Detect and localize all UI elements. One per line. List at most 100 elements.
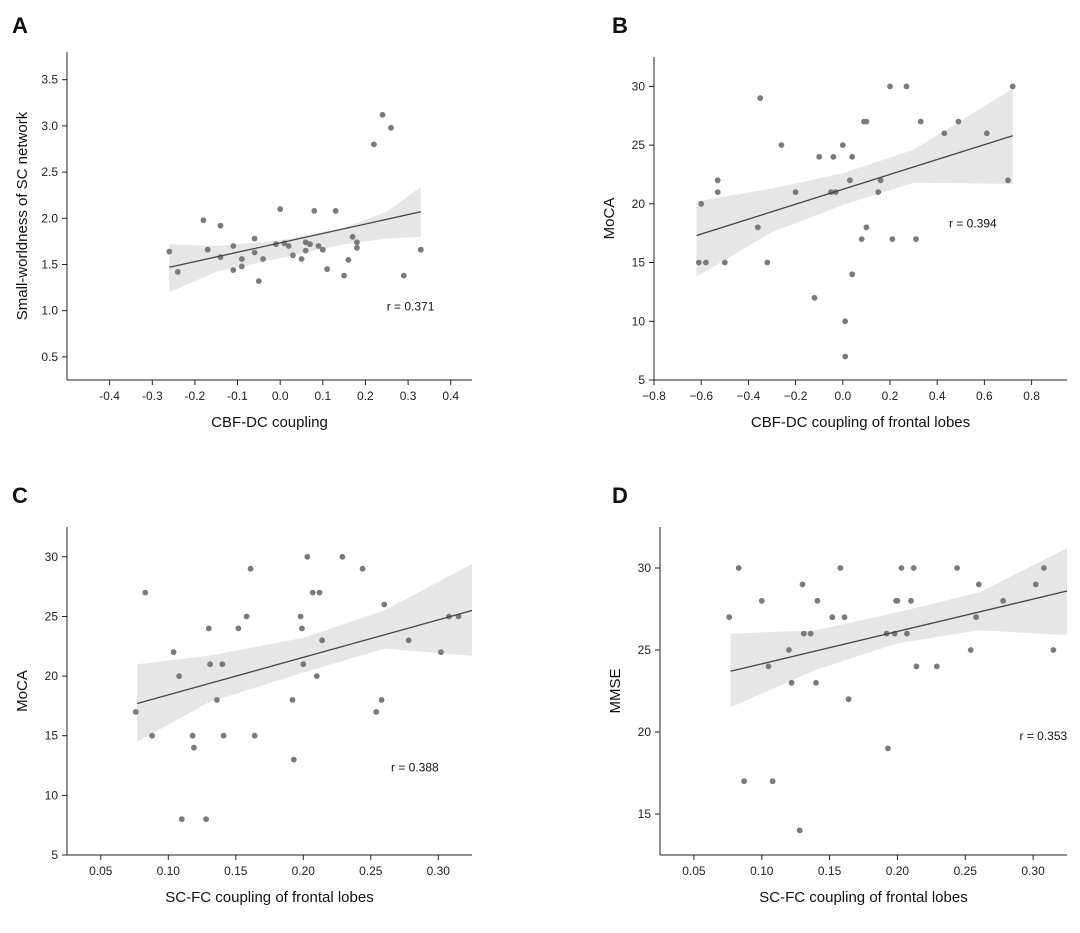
panel-c-correlation-label: r = 0.388 xyxy=(391,761,439,775)
panel-d-data-point-11 xyxy=(807,630,814,637)
panel-d-data-point-5 xyxy=(769,778,776,785)
panel-c-data-point-20 xyxy=(297,613,304,620)
panel-a-data-point-28 xyxy=(341,272,347,279)
panel-a-data-point-34 xyxy=(379,111,386,118)
panel-a-x-tick-label: 0.0 xyxy=(272,389,289,403)
panel-d-y-tick-label: 15 xyxy=(638,807,652,821)
panel-c-y-axis-label: MoCA xyxy=(14,670,31,712)
panel-a-data-point-33 xyxy=(371,141,377,148)
panel-c-data-point-32 xyxy=(381,601,388,608)
panel-a-x-tick-label: -0.3 xyxy=(142,389,163,403)
panel-c-data-point-0 xyxy=(132,709,139,715)
panel-a-data-point-36 xyxy=(400,272,407,279)
panel-d-data-point-19 xyxy=(885,745,891,752)
panel-a-data-point-0 xyxy=(166,248,173,255)
panel-c-x-tick-label: 0.25 xyxy=(359,864,383,878)
panel-a-regression-line xyxy=(169,211,421,268)
panel-a-y-tick-label: 2.5 xyxy=(41,165,58,179)
panel-a-data-point-24 xyxy=(315,243,322,249)
panel-b-data-point-24 xyxy=(863,118,870,125)
panel-b-x-tick-label: −0.2 xyxy=(784,389,808,403)
panel-c-data-point-10 xyxy=(207,661,214,668)
panel-b-confidence-band xyxy=(696,88,1013,277)
panel-b-data-point-3 xyxy=(714,177,721,184)
panel-a-data-point-25 xyxy=(319,246,326,253)
panel-d-data-point-10 xyxy=(800,630,807,637)
panel-a-data-point-21 xyxy=(302,247,309,254)
panel-d-confidence-band xyxy=(730,548,1067,708)
panel-c-y-tick-label: 25 xyxy=(45,610,59,624)
panel-b-data-point-28 xyxy=(887,83,893,90)
panel-d-y-axis-label: MMSE xyxy=(607,669,624,714)
panel-c-data-point-29 xyxy=(359,565,366,572)
panel-d-data-point-14 xyxy=(829,614,836,621)
panel-d-data-point-15 xyxy=(837,565,844,571)
panel-a-x-tick-label: 0.3 xyxy=(400,389,417,403)
panel-a-y-tick-label: 3.5 xyxy=(41,73,58,87)
panel-b-data-point-34 xyxy=(955,118,962,125)
panel-c-data-point-3 xyxy=(170,649,177,656)
panel-d: D 0.05 0.10 0.15 0.20 0.25 0.30 15 20 25 30 SC-FC … xyxy=(607,483,1068,906)
panel-b-data-point-5 xyxy=(721,259,728,266)
panel-d-data-point-28 xyxy=(933,663,940,670)
panel-c-data-point-27 xyxy=(319,637,325,644)
panel-letter-a: A xyxy=(12,13,28,38)
panel-a-x-tick-label: -0.4 xyxy=(99,389,120,403)
panel-a-data-point-29 xyxy=(345,257,352,263)
panel-c-data-point-30 xyxy=(373,709,380,715)
panel-a-data-point-12 xyxy=(255,278,262,284)
panel-a-data-point-26 xyxy=(324,266,330,272)
panel-d-correlation-label: r = 0.353 xyxy=(1020,729,1068,743)
panel-d-data-point-6 xyxy=(786,647,792,653)
panel-b-data-point-12 xyxy=(816,153,823,160)
plot-a: -0.4 -0.3 -0.2 -0.1 0.0 0.1 0.2 0.3 0.4 0.5 1.0 1.5… xyxy=(14,52,472,431)
panel-a-y-tick-label: 1.0 xyxy=(41,304,58,318)
panel-c-y-tick-label: 20 xyxy=(45,669,59,683)
panel-d-data-point-4 xyxy=(765,663,772,670)
panel-c-x-axis-label: SC-FC coupling of frontal lobes xyxy=(165,889,373,906)
panel-d-data-point-0 xyxy=(726,614,733,621)
panel-a-data-point-22 xyxy=(307,241,313,248)
panel-b-x-tick-label: 0.0 xyxy=(834,389,851,403)
panel-letter-d: D xyxy=(612,483,628,508)
panel-b-data-point-6 xyxy=(754,224,761,231)
panel-d-x-tick-label: 0.10 xyxy=(750,864,774,878)
panel-a-data-point-6 xyxy=(230,243,237,249)
panel-d-y-tick-label: 25 xyxy=(638,643,652,657)
panel-b-data-point-27 xyxy=(877,177,884,184)
panel-a-correlation-label: r = 0.371 xyxy=(387,300,435,314)
panel-a-data-point-32 xyxy=(354,239,360,246)
panel-c-data-point-8 xyxy=(203,816,210,823)
panel-letter-b: B xyxy=(612,13,628,38)
panel-d-x-tick-label: 0.30 xyxy=(1021,864,1045,878)
panel-c-x-tick-label: 0.05 xyxy=(89,864,113,878)
panel-b-y-axis-label: MoCA xyxy=(601,198,618,240)
plot-c: 0.05 0.10 0.15 0.20 0.25 0.30 5 10 15 20 25 30 SC-FC… xyxy=(14,527,473,906)
panel-b-data-point-29 xyxy=(889,236,896,243)
panel-b-y-tick-label: 5 xyxy=(638,373,645,387)
panel-d-data-point-2 xyxy=(741,778,747,785)
panel-a-x-tick-label: 0.1 xyxy=(314,389,331,403)
panel-c-data-point-23 xyxy=(304,553,311,560)
panel-c-y-tick-label: 15 xyxy=(45,729,59,743)
plot-b: −0.8 −0.6 −0.4 −0.2 0.0 0.2 0.4 0.6 0.8 5 10 15 20 25… xyxy=(601,57,1067,431)
panel-c-data-point-13 xyxy=(220,732,227,739)
panel-b-data-point-20 xyxy=(849,271,856,278)
panel-c-data-point-2 xyxy=(149,732,156,739)
panel-c-data-point-31 xyxy=(378,697,385,703)
panel-b-data-point-2 xyxy=(703,259,709,266)
panel-b-x-tick-label: −0.6 xyxy=(689,389,713,403)
panel-b-x-axis-label: CBF-DC coupling of frontal lobes xyxy=(751,414,970,431)
panel-a-x-tick-label: 0.4 xyxy=(442,389,459,403)
panel-b-data-point-18 xyxy=(842,353,849,360)
panel-d-data-point-36 xyxy=(1050,647,1057,653)
panel-d-data-point-22 xyxy=(894,597,901,604)
panel-a-data-point-30 xyxy=(349,233,356,240)
panel-b-x-tick-label: 0.6 xyxy=(976,389,993,403)
panel-b-data-point-16 xyxy=(839,142,846,149)
panel-b-data-point-0 xyxy=(695,259,702,266)
panel-d-x-tick-label: 0.05 xyxy=(682,864,706,878)
panel-d-data-point-30 xyxy=(967,647,974,653)
panel-d-data-point-12 xyxy=(813,679,819,686)
